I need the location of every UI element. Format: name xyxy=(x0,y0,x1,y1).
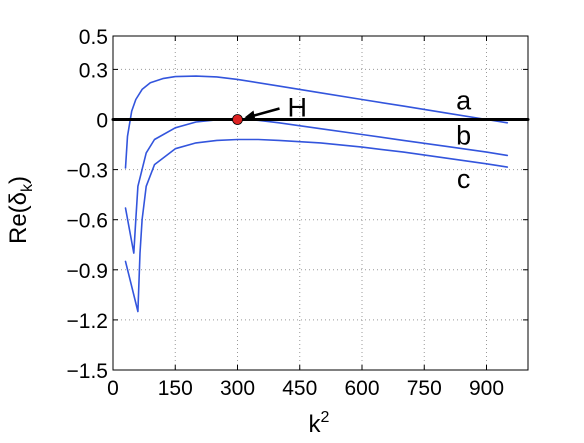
y-tick-label: −0.3 xyxy=(67,160,108,183)
y-tick-label: −0.6 xyxy=(67,210,108,233)
x-axis-label: k2 xyxy=(309,409,330,438)
series-line-a xyxy=(124,75,509,169)
y-tick-label: 0 xyxy=(96,110,108,133)
y-tick-label: −1.2 xyxy=(67,310,108,333)
y-tick-label: −0.9 xyxy=(67,260,108,283)
series-layer xyxy=(111,75,530,313)
x-axis-label-sup: 2 xyxy=(321,409,330,426)
point-h-arrow-shaft xyxy=(250,107,280,118)
x-tick-label: 150 xyxy=(158,377,193,400)
x-tick-label: 300 xyxy=(220,377,255,400)
curve-label-b: b xyxy=(456,121,471,151)
curve-label-c: c xyxy=(457,164,471,194)
x-axis-label-base: k xyxy=(309,411,322,438)
x-tick-label: 600 xyxy=(344,377,379,400)
point-h-label: H xyxy=(288,93,308,123)
y-tick-label: −1.5 xyxy=(67,360,108,383)
ticks: 0 150 300 450 600 750 900 0.5 0.3 0 −0.3 −0.6 −0.9 −1… xyxy=(67,26,528,400)
x-tick-label: 0 xyxy=(107,377,119,400)
y-axis-label: Re(δk) xyxy=(5,176,36,244)
x-tick-label: 750 xyxy=(407,377,442,400)
y-axis-label-close: ) xyxy=(5,176,32,184)
plot-frame xyxy=(112,35,529,371)
series-line-b xyxy=(124,118,509,254)
x-tick-label: 900 xyxy=(469,377,504,400)
series-line-c xyxy=(124,138,509,313)
y-axis-label-sub: k xyxy=(19,183,36,192)
y-axis-label-base: Re(δ xyxy=(5,192,32,244)
x-tick-label: 450 xyxy=(282,377,317,400)
y-tick-label: 0.3 xyxy=(79,59,108,82)
point-h-marker xyxy=(232,114,243,125)
point-h-arrow-head xyxy=(244,110,256,121)
y-tick-label: 0.5 xyxy=(79,26,108,49)
curve-label-a: a xyxy=(456,85,472,115)
